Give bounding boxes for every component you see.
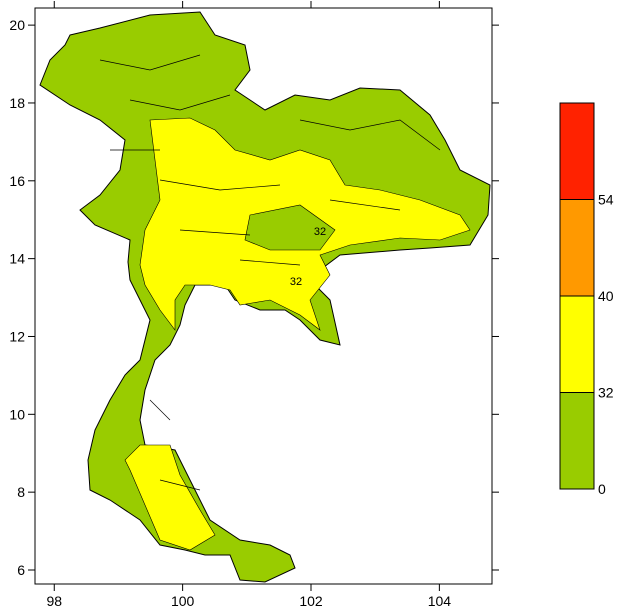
- x-tick-label: 102: [299, 593, 323, 609]
- province-lines: [99, 54, 441, 491]
- contour-label: 32: [314, 226, 326, 238]
- y-tick-label: 18: [9, 95, 25, 111]
- y-tick-label: 14: [9, 251, 25, 267]
- colorbar: 0 32 40 54: [559, 102, 614, 497]
- x-tick-label: 98: [46, 593, 62, 609]
- map: 32 32: [39, 11, 491, 583]
- y-tick-label: 6: [17, 562, 25, 578]
- colorbar-segment: [559, 392, 595, 490]
- x-tick-label: 104: [428, 593, 452, 609]
- zone-32-40: [124, 444, 216, 551]
- colorbar-segment: [559, 102, 595, 200]
- colorbar-label: 0: [598, 481, 606, 497]
- x-tick-label: 100: [171, 593, 195, 609]
- zone-0-32: [244, 204, 336, 251]
- colorbar-segment: [559, 199, 595, 297]
- y-tick-label: 8: [17, 484, 25, 500]
- colorbar-label: 40: [598, 288, 614, 304]
- y-tick-label: 12: [9, 328, 25, 344]
- colorbar-label: 32: [598, 385, 614, 401]
- colorbar-label: 54: [598, 192, 614, 208]
- y-tick-label: 16: [9, 173, 25, 189]
- y-tick-label: 20: [9, 17, 25, 33]
- colorbar-segment: [559, 295, 595, 393]
- y-tick-label: 10: [9, 406, 25, 422]
- contour-label: 32: [290, 276, 302, 288]
- axes: 98 100 102 104 6 8 10 12 14 16 18 20: [9, 1, 499, 609]
